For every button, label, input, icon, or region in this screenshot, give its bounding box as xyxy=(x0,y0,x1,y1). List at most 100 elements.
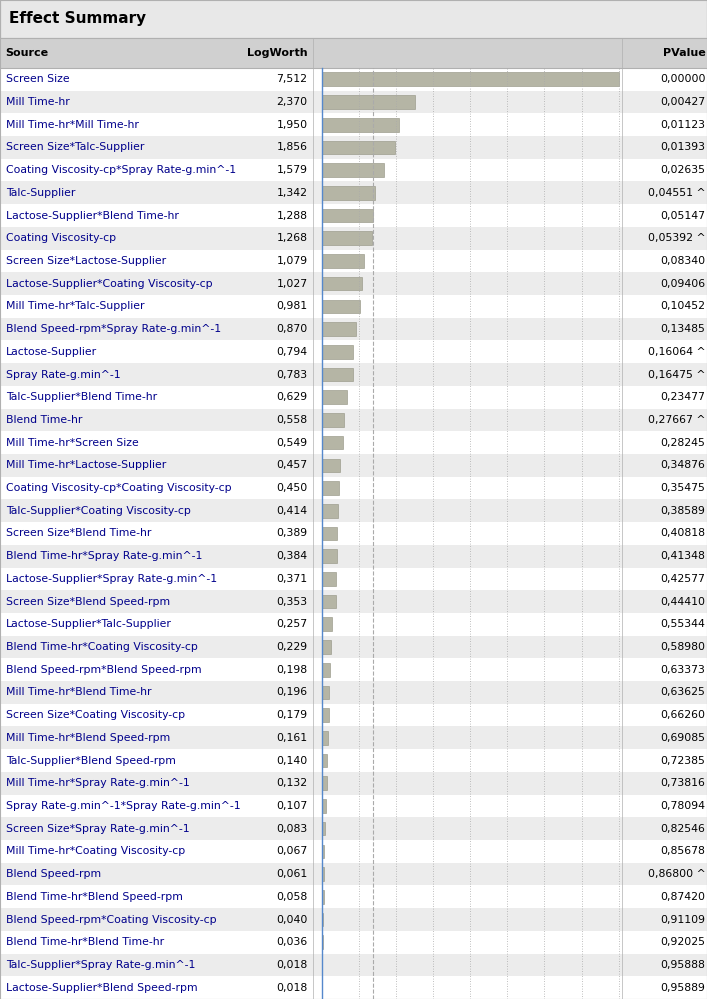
Text: Screen Size*Lactose-Supplier: Screen Size*Lactose-Supplier xyxy=(6,256,165,266)
FancyBboxPatch shape xyxy=(0,590,707,613)
FancyBboxPatch shape xyxy=(0,772,707,794)
FancyBboxPatch shape xyxy=(322,73,619,86)
Text: Coating Viscosity-cp*Spray Rate-g.min^-1: Coating Viscosity-cp*Spray Rate-g.min^-1 xyxy=(6,165,235,175)
Text: Mill Time-hr*Blend Speed-rpm: Mill Time-hr*Blend Speed-rpm xyxy=(6,733,170,743)
FancyBboxPatch shape xyxy=(322,549,337,563)
Text: 0,058: 0,058 xyxy=(276,892,308,902)
FancyBboxPatch shape xyxy=(322,753,327,767)
Text: 0,629: 0,629 xyxy=(276,393,308,403)
FancyBboxPatch shape xyxy=(322,572,337,585)
Text: 0,353: 0,353 xyxy=(276,596,308,606)
FancyBboxPatch shape xyxy=(0,544,707,567)
Text: Mill Time-hr*Blend Time-hr: Mill Time-hr*Blend Time-hr xyxy=(6,687,151,697)
Text: 0,27667 ^: 0,27667 ^ xyxy=(648,415,706,425)
FancyBboxPatch shape xyxy=(0,681,707,703)
Text: 0,82546: 0,82546 xyxy=(661,824,706,834)
FancyBboxPatch shape xyxy=(322,617,332,631)
Text: Blend Time-hr: Blend Time-hr xyxy=(6,415,82,425)
FancyBboxPatch shape xyxy=(0,159,707,182)
Text: 0,05147: 0,05147 xyxy=(660,211,706,221)
Text: 0,95888: 0,95888 xyxy=(661,960,706,970)
Text: Mill Time-hr*Coating Viscosity-cp: Mill Time-hr*Coating Viscosity-cp xyxy=(6,846,185,856)
FancyBboxPatch shape xyxy=(0,794,707,817)
FancyBboxPatch shape xyxy=(322,141,395,154)
Text: 0,05392 ^: 0,05392 ^ xyxy=(648,233,706,243)
Text: Screen Size*Blend Time-hr: Screen Size*Blend Time-hr xyxy=(6,528,151,538)
Text: 0,78094: 0,78094 xyxy=(660,801,706,811)
FancyBboxPatch shape xyxy=(0,318,707,341)
Text: Lactose-Supplier*Spray Rate-g.min^-1: Lactose-Supplier*Spray Rate-g.min^-1 xyxy=(6,573,217,583)
Text: 0,040: 0,040 xyxy=(276,914,308,924)
Text: Coating Viscosity-cp: Coating Viscosity-cp xyxy=(6,233,116,243)
Text: 0,061: 0,061 xyxy=(276,869,308,879)
FancyBboxPatch shape xyxy=(0,386,707,409)
FancyBboxPatch shape xyxy=(322,708,329,722)
Text: 0,95889: 0,95889 xyxy=(661,983,706,993)
FancyBboxPatch shape xyxy=(322,232,372,245)
FancyBboxPatch shape xyxy=(0,227,707,250)
FancyBboxPatch shape xyxy=(0,250,707,273)
Text: 0,63625: 0,63625 xyxy=(661,687,706,697)
Text: 0,018: 0,018 xyxy=(276,983,308,993)
Text: 0,018: 0,018 xyxy=(276,960,308,970)
Text: Source: Source xyxy=(6,48,49,58)
FancyBboxPatch shape xyxy=(322,277,362,291)
FancyBboxPatch shape xyxy=(0,68,707,91)
Text: 0,09406: 0,09406 xyxy=(660,279,706,289)
Text: 0,457: 0,457 xyxy=(276,461,308,471)
FancyBboxPatch shape xyxy=(322,482,339,495)
Text: 0,73816: 0,73816 xyxy=(661,778,706,788)
Text: 0,783: 0,783 xyxy=(276,370,308,380)
Text: Talc-Supplier: Talc-Supplier xyxy=(6,188,75,198)
FancyBboxPatch shape xyxy=(0,136,707,159)
Text: 0,179: 0,179 xyxy=(276,710,308,720)
FancyBboxPatch shape xyxy=(322,459,340,473)
Text: 1,027: 1,027 xyxy=(276,279,308,289)
FancyBboxPatch shape xyxy=(322,345,353,359)
Text: 0,140: 0,140 xyxy=(276,755,308,765)
Text: 0,44410: 0,44410 xyxy=(660,596,706,606)
Text: 0,161: 0,161 xyxy=(276,733,308,743)
FancyBboxPatch shape xyxy=(0,273,707,295)
Text: Spray Rate-g.min^-1: Spray Rate-g.min^-1 xyxy=(6,370,120,380)
Text: 0,414: 0,414 xyxy=(276,505,308,515)
FancyBboxPatch shape xyxy=(322,776,327,790)
Text: 0,16064 ^: 0,16064 ^ xyxy=(648,347,706,357)
FancyBboxPatch shape xyxy=(0,341,707,364)
Text: 0,450: 0,450 xyxy=(276,484,308,494)
Text: 0,91109: 0,91109 xyxy=(660,914,706,924)
Text: 0,01123: 0,01123 xyxy=(660,120,706,130)
FancyBboxPatch shape xyxy=(322,436,344,450)
Text: Spray Rate-g.min^-1*Spray Rate-g.min^-1: Spray Rate-g.min^-1*Spray Rate-g.min^-1 xyxy=(6,801,240,811)
FancyBboxPatch shape xyxy=(0,432,707,454)
FancyBboxPatch shape xyxy=(322,935,323,949)
Text: Blend Time-hr*Spray Rate-g.min^-1: Blend Time-hr*Spray Rate-g.min^-1 xyxy=(6,551,202,561)
Text: Blend Speed-rpm: Blend Speed-rpm xyxy=(6,869,101,879)
FancyBboxPatch shape xyxy=(322,822,325,835)
Text: Screen Size*Talc-Supplier: Screen Size*Talc-Supplier xyxy=(6,143,144,153)
Text: 1,950: 1,950 xyxy=(276,120,308,130)
Text: 0,58980: 0,58980 xyxy=(660,642,706,652)
Text: Blend Time-hr*Coating Viscosity-cp: Blend Time-hr*Coating Viscosity-cp xyxy=(6,642,197,652)
Text: Screen Size*Coating Viscosity-cp: Screen Size*Coating Viscosity-cp xyxy=(6,710,185,720)
Text: 0,384: 0,384 xyxy=(276,551,308,561)
Text: Blend Time-hr*Blend Time-hr: Blend Time-hr*Blend Time-hr xyxy=(6,937,164,947)
FancyBboxPatch shape xyxy=(0,658,707,681)
Text: 0,257: 0,257 xyxy=(276,619,308,629)
Text: 0,42577: 0,42577 xyxy=(661,573,706,583)
Text: 1,342: 1,342 xyxy=(276,188,308,198)
FancyBboxPatch shape xyxy=(322,300,361,314)
FancyBboxPatch shape xyxy=(322,663,329,676)
Text: Lactose-Supplier: Lactose-Supplier xyxy=(6,347,97,357)
Text: Talc-Supplier*Blend Time-hr: Talc-Supplier*Blend Time-hr xyxy=(6,393,157,403)
Text: 0,132: 0,132 xyxy=(276,778,308,788)
Text: 0,198: 0,198 xyxy=(276,664,308,674)
FancyBboxPatch shape xyxy=(0,817,707,840)
Text: 0,10452: 0,10452 xyxy=(660,302,706,312)
Text: Mill Time-hr*Spray Rate-g.min^-1: Mill Time-hr*Spray Rate-g.min^-1 xyxy=(6,778,189,788)
FancyBboxPatch shape xyxy=(322,209,373,223)
Text: 0,036: 0,036 xyxy=(276,937,308,947)
Text: 0,63373: 0,63373 xyxy=(661,664,706,674)
Text: Talc-Supplier*Coating Viscosity-cp: Talc-Supplier*Coating Viscosity-cp xyxy=(6,505,190,515)
Text: 1,268: 1,268 xyxy=(276,233,308,243)
